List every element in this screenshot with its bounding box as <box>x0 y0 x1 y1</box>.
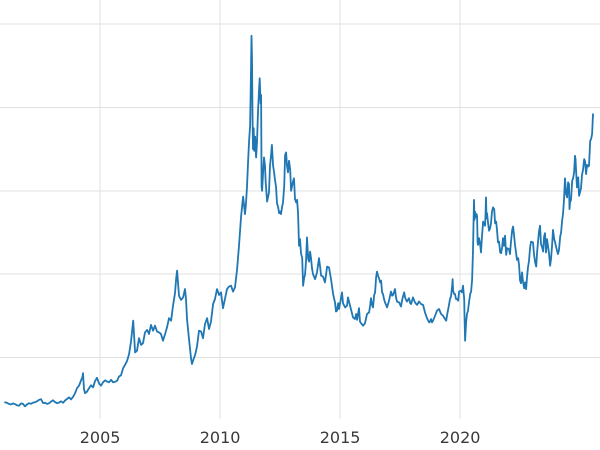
x-tick-label: 2010 <box>200 428 241 447</box>
price-line-series <box>4 34 594 408</box>
x-tick-label: 2005 <box>80 428 121 447</box>
x-tick-label: 2020 <box>440 428 481 447</box>
x-tick-label: 2015 <box>320 428 361 447</box>
